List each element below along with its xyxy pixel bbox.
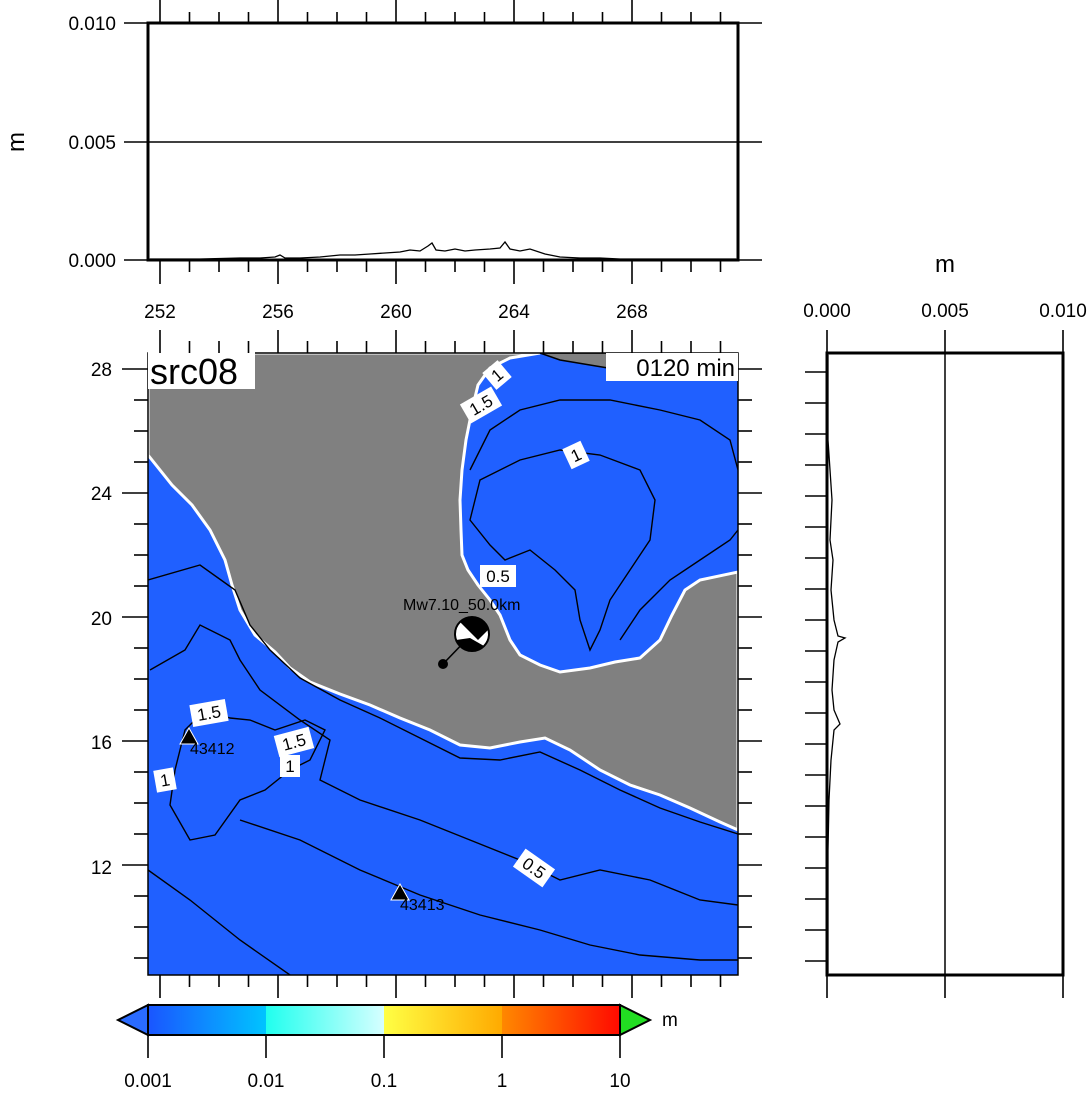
colorbar-tick-001: 0.01 [248, 1071, 285, 1092]
contour-label: 1 [159, 770, 172, 790]
right-x-tick-0000: 0.000 [803, 301, 851, 322]
colorbar-tick-1: 1 [497, 1071, 508, 1092]
contour-label: 1 [285, 757, 294, 776]
top-y-axis-label: m [3, 132, 30, 152]
contour-label: 1.5 [196, 702, 223, 725]
contour-label: 0.5 [486, 567, 510, 586]
lat-tick-12: 12 [91, 858, 112, 879]
lat-tick-28: 28 [91, 360, 112, 381]
lat-tick-24: 24 [91, 484, 113, 505]
colorbar-low-arrow [115, 1003, 149, 1037]
colorbar-tick-0001: 0.001 [124, 1071, 172, 1092]
right-profile-panel: m 0.000 0.005 0.010 [803, 251, 1087, 998]
colorbar-tick-10: 10 [609, 1071, 630, 1092]
top-y-tick-0000: 0.000 [68, 251, 116, 272]
contour-lines [148, 399, 738, 975]
station-label: 43412 [190, 741, 235, 758]
top-x-tick-260: 260 [380, 302, 412, 323]
right-x-tick-0010: 0.010 [1039, 301, 1087, 322]
station-triangle-icon [179, 726, 199, 745]
land-mass-mexico [148, 353, 738, 832]
station-triangle-icon [390, 882, 410, 901]
right-profile-trace [827, 355, 847, 973]
lat-tick-20: 20 [91, 609, 112, 630]
lat-tick-16: 16 [91, 733, 112, 754]
top-waveform-trace [150, 240, 736, 260]
station-43413: 43413 [390, 882, 445, 914]
map-panel: 1 1.5 1 0.5 0.5 1.5 1.5 1 1 43412 43413 [91, 330, 762, 998]
colorbar: 0.001 0.01 0.1 1 10 m [115, 1003, 678, 1092]
focal-mechanism-beachball-icon [438, 616, 490, 669]
colorbar-high-arrow [619, 1003, 653, 1037]
station-label: 43413 [400, 897, 445, 914]
time-label-box [606, 353, 738, 381]
right-x-tick-0005: 0.005 [921, 301, 969, 322]
colorbar-tick-01: 0.1 [371, 1071, 397, 1092]
source-label-box [148, 351, 255, 389]
top-timeseries-panel: 0.010 0.005 0.000 m 252 256 260 264 268 [3, 0, 762, 323]
time-label: 0120 min [636, 355, 735, 382]
right-x-axis-label: m [935, 251, 955, 278]
source-label: src08 [150, 351, 238, 392]
top-x-tick-268: 268 [616, 302, 648, 323]
top-x-tick-264: 264 [498, 302, 530, 323]
top-x-tick-252: 252 [144, 302, 176, 323]
colorbar-unit: m [662, 1010, 678, 1031]
top-y-tick-0005: 0.005 [68, 133, 116, 154]
event-magnitude-label: Mw7.10_50.0km [403, 597, 520, 614]
top-x-tick-256: 256 [262, 302, 294, 323]
map-frame [147, 352, 739, 976]
station-43412: 43412 [179, 726, 235, 758]
top-y-tick-0010: 0.010 [68, 14, 116, 35]
